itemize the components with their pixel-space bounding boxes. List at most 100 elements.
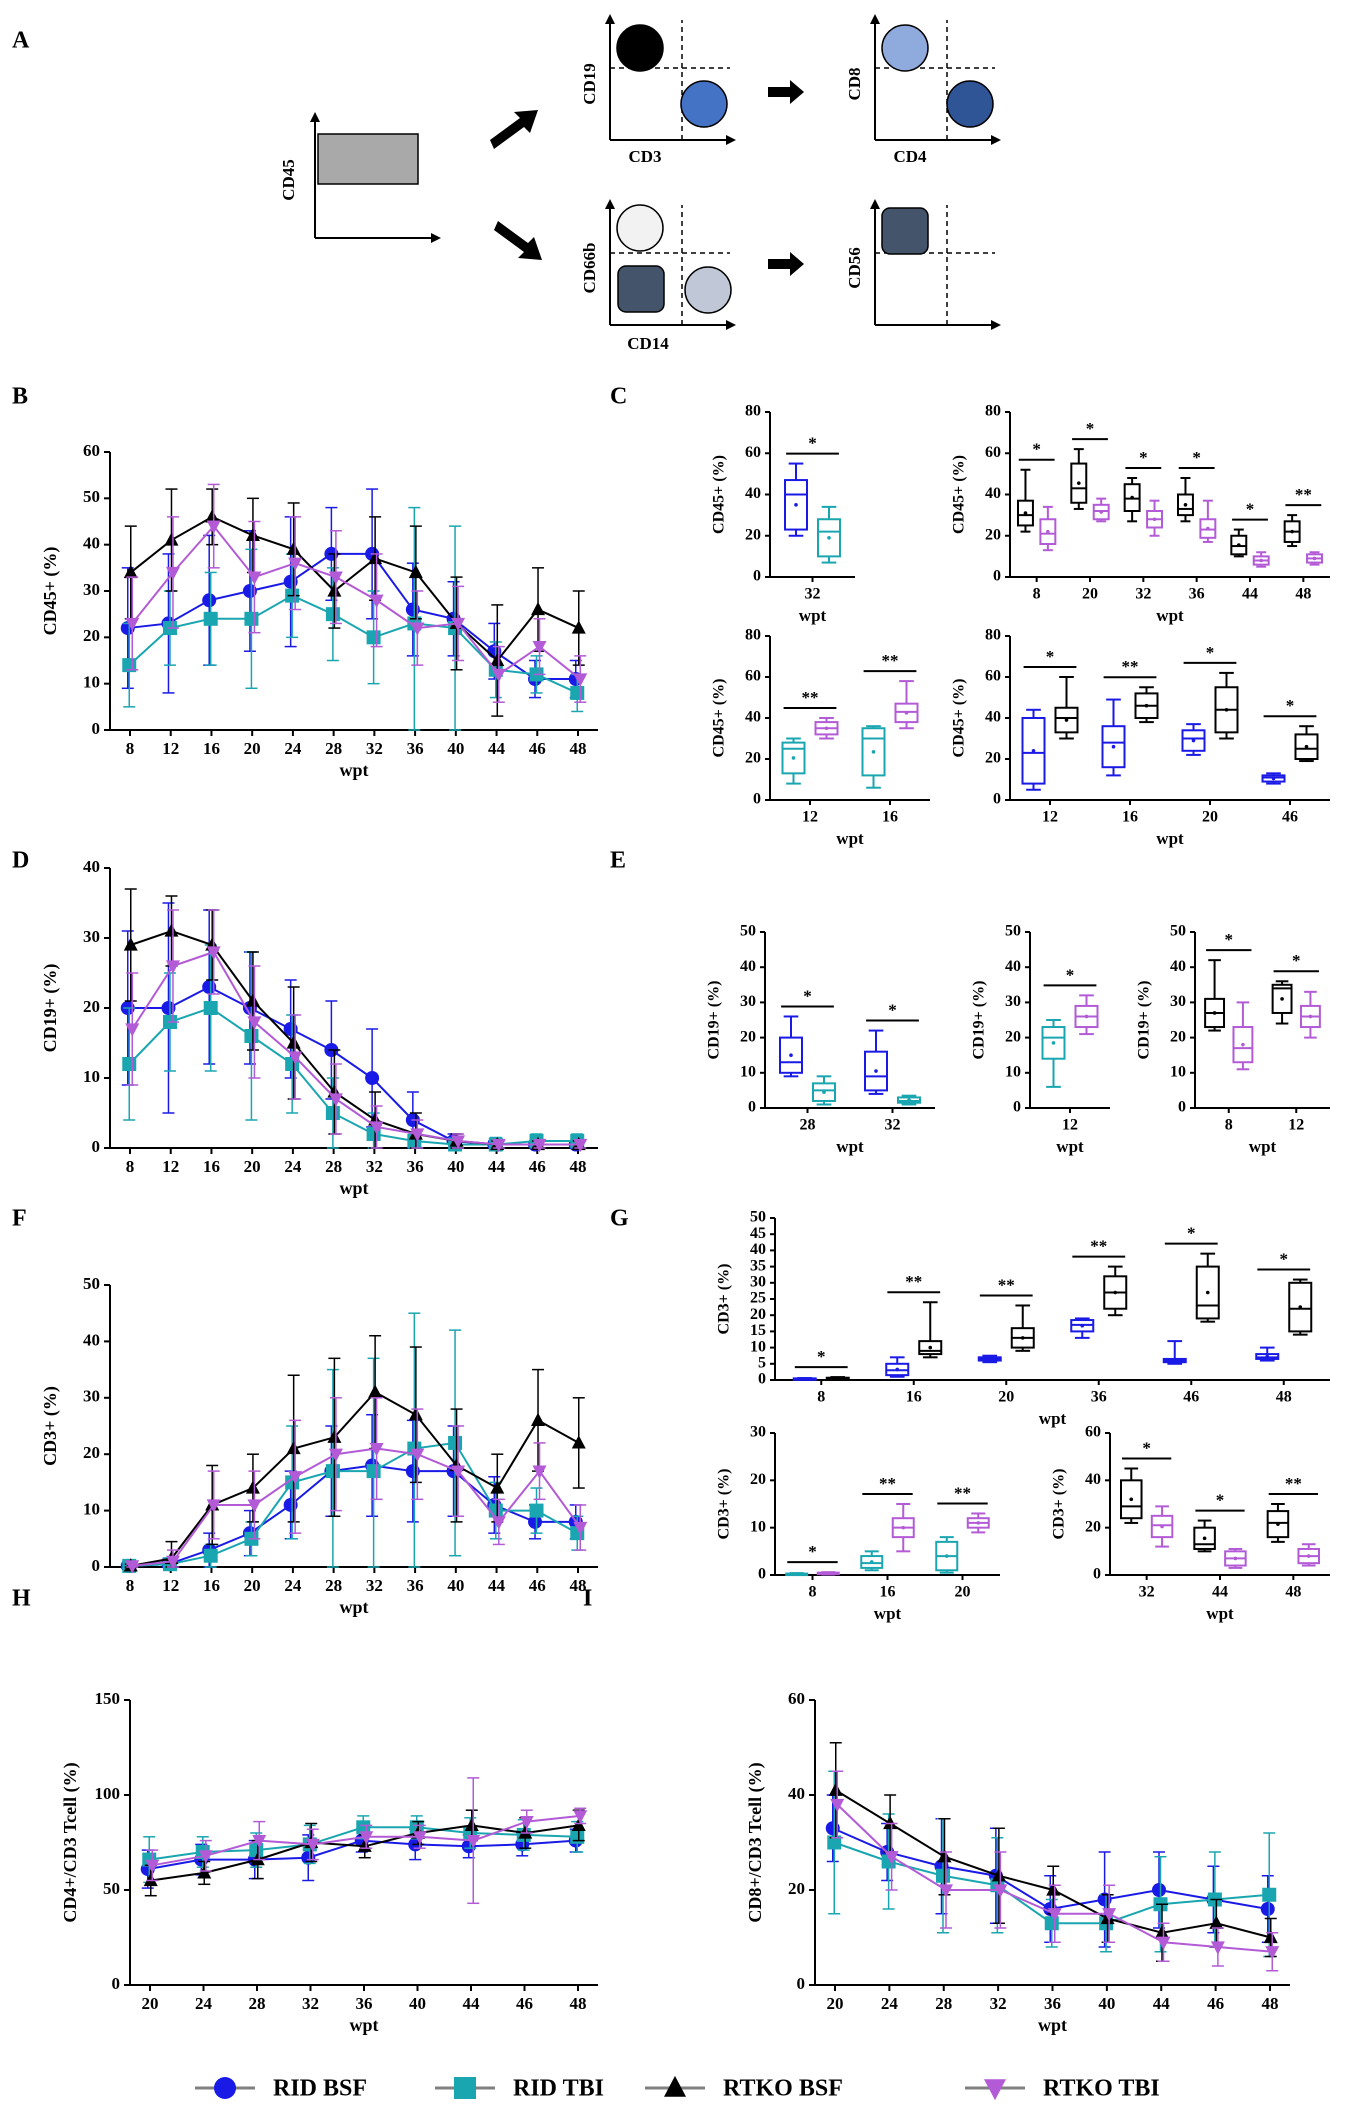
chart-G-0-mean-point: [1113, 1290, 1118, 1295]
chart-C-2-ytick-label: 80: [745, 627, 761, 644]
chart-G-1-mean-point: [826, 1571, 831, 1576]
chart-H-xtick-label: 24: [195, 1994, 213, 2013]
chart-B-point: [408, 564, 423, 579]
chart-G-1-mean-point: [901, 1525, 906, 1530]
chart-I-xlabel: wpt: [1038, 2015, 1067, 2035]
chart-B-series-line: [127, 552, 576, 681]
chart-E-1-ylabel: CD19+ (%): [971, 981, 988, 1060]
schematic-plot3-xlabel: CD14: [627, 334, 669, 353]
chart-G-2-mean-point: [1160, 1524, 1164, 1529]
chart-H-xtick-label: 40: [409, 1994, 426, 2013]
chart-F-xtick-label: 48: [570, 1576, 587, 1595]
chart-B-series-line: [130, 515, 580, 662]
chart-F-point: [531, 1412, 546, 1426]
chart-E-0-xtick-label: 32: [885, 1117, 901, 1134]
chart-B-point: [247, 571, 262, 585]
chart-G-0-xtick-label: 16: [906, 1389, 922, 1406]
chart-I-point: [1046, 1882, 1061, 1896]
chart-C-3-xtick-label: 12: [1042, 809, 1058, 826]
chart-C-1-sig-label: **: [1295, 485, 1312, 504]
chart-B-point: [325, 607, 340, 622]
chart-C-1-mean-point: [1259, 558, 1263, 563]
chart-B-point: [288, 557, 303, 571]
chart-B-xtick-label: 44: [488, 739, 506, 758]
chart-B-xtick-label: 36: [407, 739, 424, 758]
chart-D-point: [365, 1071, 380, 1085]
chart-I-point: [1155, 1925, 1169, 1939]
chart-I-point: [1260, 1902, 1275, 1916]
legend-label: RID TBI: [513, 2076, 604, 2102]
chart-E-2-mean-point: [1241, 1042, 1245, 1047]
chart-G-2-sig-label: *: [1142, 1438, 1151, 1457]
cd14-population: [684, 266, 732, 314]
schematic-plot3-x-arrow: [726, 320, 736, 330]
chart-E-2-ytick-label: 0: [1178, 1099, 1186, 1116]
chart-D-ytick-label: 40: [83, 857, 100, 876]
chart-B-point: [164, 532, 179, 546]
chart-H-xtick-label: 48: [570, 1994, 587, 2013]
chart-B-ytick-label: 50: [83, 487, 100, 506]
chart-I-xtick-label: 36: [1044, 1994, 1061, 2013]
chart-H-ytick-label: 50: [103, 1879, 120, 1898]
legend-marker: [664, 2075, 686, 2097]
chart-C-1-mean-point: [1130, 495, 1134, 500]
chart-F-ytick-label: 50: [83, 1274, 100, 1293]
chart-B-xtick-label: 32: [366, 739, 383, 758]
chart-D-xtick-label: 28: [325, 1157, 342, 1176]
chart-C-2-sig-label: **: [882, 651, 899, 670]
chart-I-ylabel: CD8+/CD3 Tcell (%): [745, 1762, 766, 1922]
chart-E-2-mean-point: [1280, 997, 1284, 1001]
chart-F-point: [327, 1429, 342, 1443]
chart-E-2-sig-label: *: [1292, 951, 1301, 970]
chart-G-0-ytick-label: 35: [750, 1257, 766, 1274]
chart-D-xtick-label: 8: [126, 1157, 135, 1176]
chart-B-point: [125, 617, 140, 632]
chart-D-xtick-label: 20: [244, 1157, 261, 1176]
chart-B-point: [571, 620, 586, 634]
chart-C-2-xtick-label: 16: [882, 809, 898, 826]
chart-D-xtick-label: 24: [284, 1157, 302, 1176]
chart-E-2-xtick-label: 12: [1288, 1117, 1304, 1134]
chart-H-point: [573, 1810, 588, 1824]
chart-G-1-mean-point: [976, 1521, 981, 1525]
chart-H-point: [305, 1838, 320, 1853]
chart-D-point: [451, 1135, 466, 1149]
chart-C-1-ytick-label: 0: [993, 568, 1001, 585]
chart-G-0-ytick-label: 45: [750, 1225, 766, 1242]
chart-C-0-ylabel: CD45+ (%): [711, 455, 728, 534]
chart-C-1-sig-label: *: [1246, 499, 1255, 518]
panel-label-G: G: [610, 1206, 629, 1232]
schematic-plot1-ylabel: CD19: [580, 63, 599, 105]
chart-C-0-ytick-label: 80: [745, 403, 761, 420]
cd8-population: [881, 24, 929, 72]
chart-I-xtick-label: 46: [1207, 1994, 1224, 2013]
chart-C-0-mean-point: [794, 503, 798, 507]
chart-C-1-mean-point: [1077, 481, 1081, 485]
chart-C-1-xtick-label: 48: [1295, 586, 1311, 603]
chart-C-1-ytick-label: 20: [985, 526, 1001, 543]
chart-G-0-mean-point: [835, 1376, 840, 1381]
chart-G-0-mean-point: [802, 1377, 807, 1381]
chart-B-point: [123, 564, 138, 579]
chart-H-point: [252, 1835, 267, 1849]
chart-F-point: [245, 1480, 260, 1494]
schematic-plot2-x-arrow: [991, 135, 1001, 145]
chart-B-ytick-label: 40: [83, 534, 100, 553]
chart-B-ytick-label: 10: [83, 673, 100, 692]
chart-G-1-xtick-label: 8: [809, 1584, 817, 1601]
chart-C-2-xlabel: wpt: [836, 829, 864, 848]
chart-G-2-mean-point: [1306, 1554, 1311, 1558]
chart-G-0-sig-label: *: [1187, 1224, 1196, 1243]
chart-E-1-mean-point: [1051, 1041, 1056, 1045]
chart-F-xtick-label: 46: [529, 1576, 546, 1595]
chart-B-point: [286, 541, 301, 555]
chart-B-xtick-label: 46: [529, 739, 546, 758]
chart-C-2-mean-point: [791, 756, 796, 760]
chart-H-point: [464, 1817, 479, 1831]
chart-C-1-mean-point: [1237, 543, 1241, 547]
chart-H-point: [143, 1872, 158, 1887]
chart-C-1-ylabel: CD45+ (%): [951, 455, 968, 534]
chart-F-ytick-label: 0: [92, 1556, 101, 1575]
chart-F-point: [448, 1435, 463, 1450]
chart-C-0-xlabel: wpt: [799, 606, 827, 625]
